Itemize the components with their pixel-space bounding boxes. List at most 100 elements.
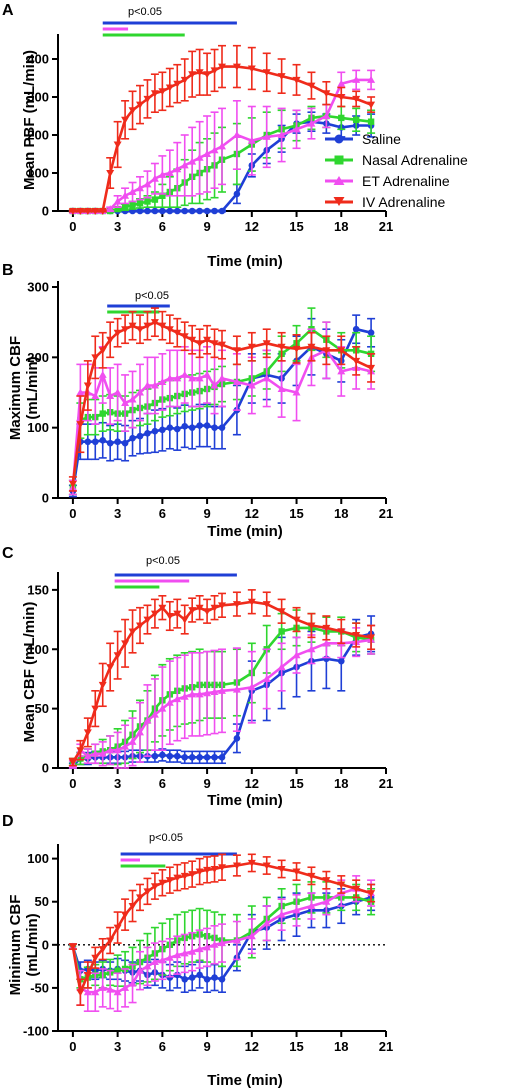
data-point: [128, 395, 137, 403]
data-point: [337, 657, 345, 665]
data-point: [203, 207, 211, 215]
data-point: [106, 985, 115, 993]
data-point: [322, 90, 331, 98]
data-point: [322, 347, 331, 355]
data-point: [129, 202, 136, 209]
data-point: [277, 663, 286, 671]
data-point: [121, 116, 130, 124]
data-point: [151, 752, 159, 760]
y-tick-label: 0: [42, 204, 49, 219]
data-point: [307, 902, 316, 910]
data-point: [195, 69, 204, 77]
data-point: [158, 879, 167, 887]
data-point: [278, 628, 285, 635]
series-iv-adrenaline: [68, 307, 376, 492]
data-point: [98, 370, 107, 378]
data-point: [114, 967, 121, 974]
data-point: [173, 610, 182, 618]
data-point: [277, 73, 286, 81]
data-point: [143, 716, 152, 724]
x-tick-label: 18: [334, 219, 348, 234]
data-point: [247, 683, 256, 691]
data-point: [247, 932, 256, 940]
legend-label-saline: Saline: [362, 131, 401, 147]
data-point: [262, 69, 271, 77]
data-point: [128, 903, 137, 911]
data-point: [195, 153, 204, 161]
data-point: [188, 424, 196, 431]
data-point: [106, 937, 115, 945]
data-point: [203, 943, 212, 951]
series-iv-adrenaline: [68, 589, 376, 767]
data-point: [159, 426, 166, 434]
data-point: [83, 752, 92, 760]
data-point: [144, 207, 151, 215]
data-point: [232, 862, 241, 870]
data-point: [188, 754, 196, 761]
data-point: [68, 943, 77, 951]
data-point: [136, 894, 144, 902]
data-point: [262, 674, 271, 682]
x-axis-title: Time (min): [207, 523, 283, 540]
data-point: [232, 131, 241, 138]
data-point: [114, 438, 121, 446]
data-point: [188, 690, 197, 698]
x-tick-label: 21: [379, 1039, 393, 1054]
y-tick-label: 50: [35, 894, 49, 909]
data-point: [196, 971, 203, 979]
data-point: [195, 945, 204, 953]
legend: Saline Nasal Adrenaline ET Adrenaline IV…: [325, 131, 468, 210]
data-point: [68, 208, 77, 215]
data-point: [196, 422, 203, 429]
data-point: [337, 347, 346, 355]
y-tick-label: 100: [27, 420, 49, 435]
data-point: [150, 883, 159, 891]
data-point: [322, 639, 331, 647]
y-tick-label: 300: [27, 280, 49, 295]
data-point: [114, 205, 121, 213]
legend-marker-triangle-down: [333, 197, 345, 206]
panel-c: C Mean CBF (mL/min) Time (min) p<0.05 0 5…: [2, 545, 393, 809]
data-point: [159, 192, 166, 199]
data-point: [337, 367, 346, 375]
x-tick-label: 9: [203, 1039, 210, 1054]
data-point: [188, 336, 197, 344]
panel-letter: A: [2, 2, 14, 19]
data-point: [210, 865, 219, 873]
data-point: [181, 207, 189, 215]
data-point: [143, 888, 152, 896]
panel-letter: D: [2, 813, 14, 830]
data-point: [218, 142, 226, 150]
data-point: [337, 79, 346, 87]
data-point: [150, 174, 159, 182]
x-tick-label: 0: [69, 506, 76, 521]
data-point: [98, 749, 107, 757]
y-tick-label: 200: [27, 350, 49, 365]
data-point: [165, 84, 174, 92]
data-point: [352, 116, 360, 123]
data-point: [84, 438, 92, 446]
data-point: [136, 207, 144, 215]
data-point: [128, 979, 137, 987]
x-tick-label: 12: [245, 1039, 259, 1054]
data-point: [180, 370, 189, 378]
data-point: [262, 340, 271, 348]
data-point: [292, 616, 301, 624]
data-point: [158, 88, 167, 96]
data-point: [136, 622, 144, 630]
data-point: [247, 65, 256, 73]
data-point: [180, 161, 189, 169]
data-point: [143, 95, 152, 103]
data-point: [211, 207, 218, 215]
data-point: [277, 910, 286, 918]
x-tick-label: 0: [69, 776, 76, 791]
data-point: [218, 864, 226, 872]
data-point: [136, 101, 144, 109]
data-point: [337, 628, 346, 636]
data-point: [128, 107, 137, 115]
data-point: [292, 388, 301, 396]
data-point: [143, 616, 152, 624]
data-point: [196, 207, 203, 215]
data-point: [367, 890, 376, 898]
